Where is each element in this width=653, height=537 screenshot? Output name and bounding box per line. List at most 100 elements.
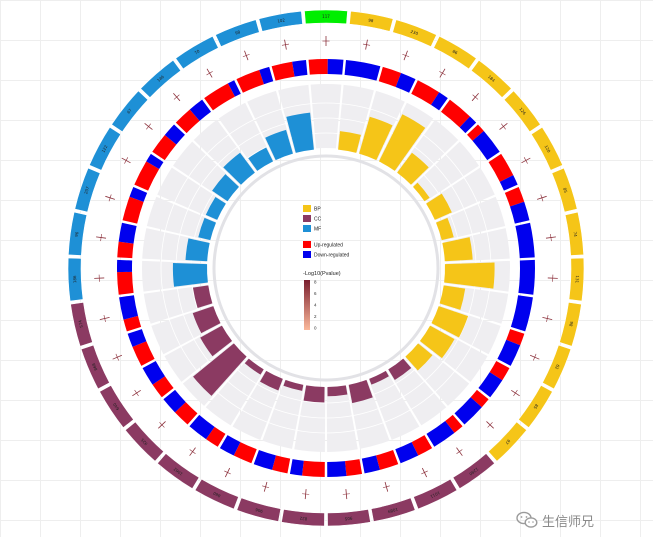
- term-bar: [405, 343, 433, 371]
- down-regulated-segment: [327, 59, 344, 75]
- down-regulated-segment: [497, 339, 521, 366]
- up-regulated-segment: [488, 153, 514, 182]
- watermark-text: 生信师兄: [542, 514, 595, 530]
- background-sector: [205, 358, 264, 426]
- category-count-label: 117: [322, 14, 330, 19]
- term-bar: [439, 285, 466, 310]
- down-regulated-segment: [119, 295, 139, 320]
- down-regulated-segment: [510, 295, 533, 332]
- category-count-label: 146: [156, 74, 165, 83]
- term-bar: [286, 112, 314, 153]
- term-bar: [303, 385, 325, 403]
- axis-tick-cap: [472, 94, 479, 100]
- category-segment: [74, 167, 101, 213]
- category-count-label: 1089: [387, 507, 399, 515]
- category-segment: [568, 257, 585, 302]
- down-regulated-segment: [189, 414, 215, 440]
- category-segment: [215, 19, 260, 48]
- up-regulated-segment: [271, 61, 295, 81]
- category-count-label: 86: [452, 49, 459, 56]
- up-regulated-segment: [205, 426, 226, 447]
- up-regulated-segment: [233, 442, 257, 464]
- down-regulated-segment: [509, 201, 530, 224]
- down-regulated-segment: [327, 461, 347, 477]
- down-regulated-segment: [127, 329, 147, 347]
- watermark: 生信师兄: [516, 510, 594, 530]
- category-segment: [433, 35, 477, 70]
- category-segment: [518, 385, 553, 429]
- term-bar: [265, 129, 293, 161]
- term-bar: [419, 325, 455, 359]
- term-bar: [435, 217, 454, 241]
- category-segment: [304, 9, 348, 25]
- axis-tick-cap: [173, 94, 180, 100]
- down-regulated-segment: [292, 59, 308, 77]
- background-sector: [310, 83, 342, 149]
- up-regulated-segment: [272, 455, 291, 474]
- category-segment: [111, 90, 149, 133]
- axis-tick-cap: [281, 43, 290, 46]
- up-regulated-segment: [470, 389, 489, 408]
- down-regulated-segment: [431, 92, 448, 111]
- axis-tick-cap: [362, 43, 371, 46]
- down-regulated-segment: [395, 442, 419, 464]
- legend-label: BP: [314, 207, 321, 213]
- category-count-label: 97: [504, 438, 511, 445]
- category-segment: [349, 10, 394, 32]
- category-segment: [487, 421, 528, 462]
- term-bar: [212, 174, 239, 202]
- category-segment: [140, 59, 182, 99]
- axis-tick-cap: [134, 389, 139, 397]
- term-bar: [348, 379, 373, 404]
- category-segment: [470, 59, 512, 99]
- down-regulated-segment: [515, 222, 535, 259]
- category-segment: [564, 211, 584, 256]
- down-regulated-segment: [142, 360, 165, 385]
- term-bar: [248, 147, 274, 171]
- down-regulated-segment: [189, 99, 212, 121]
- category-count-label: 925: [139, 437, 148, 446]
- category-count-label: 905: [344, 516, 353, 522]
- background-sector: [146, 196, 216, 241]
- up-regulated-segment: [445, 414, 463, 433]
- term-bar: [388, 358, 412, 380]
- axis-tick-cap: [487, 422, 493, 428]
- down-regulated-segment: [253, 450, 276, 470]
- category-segment: [236, 497, 282, 522]
- category-count-label: 131: [575, 275, 580, 283]
- category-count-label: 640: [112, 402, 121, 412]
- category-count-label: 70: [193, 48, 200, 55]
- axis-tick-cap: [402, 53, 410, 58]
- category-count-label: 122: [100, 144, 108, 153]
- category-count-label: 102: [277, 17, 286, 23]
- axis-tick-cap: [242, 53, 250, 58]
- axis-tick-cap: [206, 71, 213, 76]
- wechat-icon: [516, 511, 538, 528]
- term-bar: [359, 116, 393, 161]
- legend-swatch: [303, 205, 311, 212]
- up-regulated-segment: [440, 99, 470, 128]
- down-regulated-segment: [361, 455, 380, 474]
- term-bar: [426, 193, 452, 220]
- axis-tick-cap: [421, 470, 428, 475]
- category-count-label: 822: [299, 516, 308, 522]
- term-bar: [244, 358, 264, 375]
- axis-tick-cap: [146, 123, 152, 130]
- category-segment: [413, 478, 458, 510]
- up-regulated-segment: [378, 66, 402, 87]
- down-regulated-segment: [499, 175, 518, 191]
- term-bar: [283, 379, 304, 391]
- category-count-label: 230: [410, 29, 419, 37]
- background-sector: [232, 371, 284, 440]
- down-regulated-segment: [518, 259, 535, 295]
- category-count-label: 85: [532, 403, 539, 410]
- down-regulated-segment: [117, 259, 133, 273]
- axis-tick-cap: [500, 123, 506, 130]
- up-regulated-segment: [467, 124, 484, 141]
- background-sector: [436, 196, 506, 241]
- axis-tick-cap: [224, 470, 231, 475]
- category-segment: [551, 167, 578, 213]
- down-regulated-segment: [227, 80, 241, 97]
- down-regulated-segment: [454, 397, 482, 425]
